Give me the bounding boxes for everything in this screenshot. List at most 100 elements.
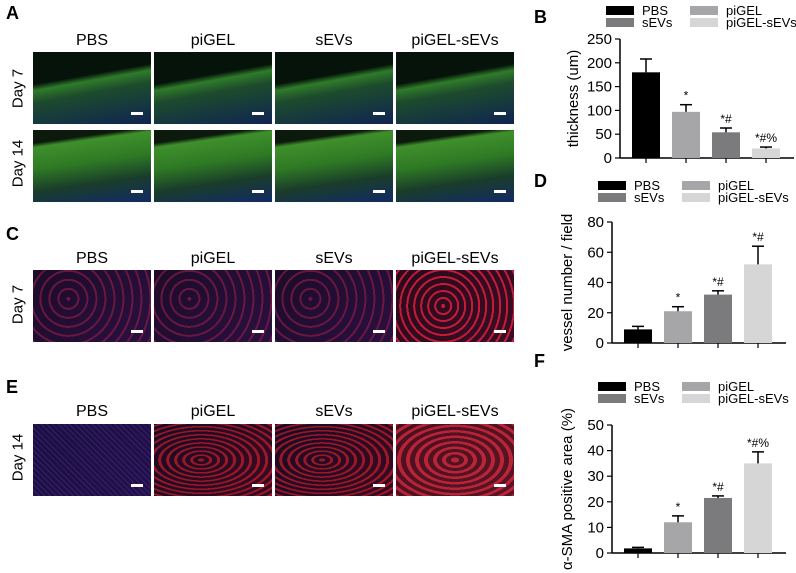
y-tick-label-f: 20: [587, 494, 604, 511]
micrograph-a-pigel-day14: [154, 130, 272, 202]
legend-label-d: piGEL-sEVs: [718, 190, 789, 205]
bar-f-sevs: [704, 497, 732, 553]
legend-swatch-f: [682, 394, 710, 403]
y-tick-label-f: 50: [587, 417, 604, 434]
bar-d-sevs: [704, 294, 732, 343]
scale-bar: [131, 190, 143, 193]
panel-label-d: D: [534, 171, 547, 191]
micrograph-e-pigel: [154, 424, 272, 496]
y-tick-label-b: 100: [587, 102, 612, 119]
micrograph-a-pigel-sevs-day7: [396, 52, 514, 124]
micrograph-c-pigel-sevs: [396, 270, 514, 342]
significance-label-d: *#: [712, 275, 724, 289]
y-tick-label-b: 0: [604, 150, 612, 167]
col-title-pigel-sevs-a: piGEL-sEVs: [411, 32, 499, 49]
significance-label-b: *#: [720, 112, 732, 126]
scale-bar: [131, 112, 143, 115]
micrograph-e-pigel-sevs: [396, 424, 514, 496]
bar-f-pigel: [664, 522, 692, 553]
col-title-pbs-a: PBS: [75, 32, 108, 49]
legend-swatch-b: [690, 6, 718, 15]
legend-label-f: PBS: [634, 379, 660, 394]
legend-label-d: piGEL: [718, 178, 754, 193]
legend-swatch-f: [598, 394, 626, 403]
legend-label-d: PBS: [634, 178, 660, 193]
legend-swatch-d: [598, 181, 626, 190]
micrograph-a-pigel-day7: [154, 52, 272, 124]
micrograph-a-pbs-day7: [33, 52, 151, 124]
bar-d-pigel-sevs: [744, 264, 772, 343]
y-axis-label-d: vessel number / field: [559, 214, 576, 352]
y-tick-label-d: 60: [587, 244, 604, 261]
scale-bar: [494, 330, 506, 333]
scale-bar: [252, 330, 264, 333]
y-tick-label-f: 30: [587, 468, 604, 485]
micrograph-a-sevs-day7: [275, 52, 393, 124]
scale-bar: [252, 484, 264, 487]
panel-label-a: A: [6, 3, 19, 23]
scale-bar: [494, 484, 506, 487]
legend-label-b: piGEL-sEVs: [726, 15, 796, 30]
bar-f-pbs: [624, 548, 652, 553]
bar-d-pigel: [664, 311, 692, 343]
scale-bar: [131, 330, 143, 333]
micrograph-a-pigel-sevs-day14: [396, 130, 514, 202]
bar-f-pigel-sevs: [744, 463, 772, 553]
col-title-sevs-a: sEVs: [315, 32, 353, 49]
scale-bar: [131, 484, 143, 487]
micrograph-c-pbs: [33, 270, 151, 342]
scale-bar: [373, 484, 385, 487]
legend-label-f: sEVs: [634, 391, 665, 406]
y-tick-label-b: 250: [587, 31, 612, 48]
legend-label-d: sEVs: [634, 190, 665, 205]
scale-bar: [373, 112, 385, 115]
scale-bar: [252, 190, 264, 193]
y-tick-label-d: 80: [587, 214, 604, 231]
significance-label-f: *#: [712, 480, 724, 494]
y-axis-label-f: α-SMA positive area (%): [559, 408, 576, 570]
micrograph-e-pbs: [33, 424, 151, 496]
micrograph-c-pigel: [154, 270, 272, 342]
col-title-sevs-e: sEVs: [315, 403, 353, 420]
col-title-pigel-a: piGEL: [190, 32, 236, 49]
y-tick-label-f: 0: [596, 545, 604, 562]
col-title-pigel-c: piGEL: [190, 250, 236, 267]
bar-b-pbs: [632, 72, 660, 158]
legend-swatch-d: [682, 181, 710, 190]
scale-bar: [373, 190, 385, 193]
legend-label-f: piGEL: [718, 379, 754, 394]
micrograph-e-sevs: [275, 424, 393, 496]
panel-label-c: C: [6, 224, 19, 244]
y-tick-label-f: 10: [587, 519, 604, 536]
y-tick-label-b: 200: [587, 55, 612, 72]
col-title-sevs-c: sEVs: [315, 250, 353, 267]
legend-swatch-d: [682, 193, 710, 202]
significance-label-b: *#%: [755, 131, 777, 145]
bar-b-pigel: [672, 111, 700, 158]
legend-label-f: piGEL-sEVs: [718, 391, 789, 406]
scale-bar: [252, 112, 264, 115]
col-title-pigel-sevs-e: piGEL-sEVs: [411, 403, 499, 420]
legend-swatch-d: [598, 193, 626, 202]
micrograph-a-sevs-day14: [275, 130, 393, 202]
panel-label-f: F: [534, 351, 545, 371]
legend-swatch-b: [606, 18, 634, 27]
y-axis-label-b: thickness (um): [565, 50, 582, 148]
bar-d-pbs: [624, 329, 652, 343]
legend-swatch-f: [598, 382, 626, 391]
legend-label-b: PBS: [642, 3, 668, 18]
col-title-pigel-e: piGEL: [190, 403, 236, 420]
significance-label-d: *: [676, 291, 681, 305]
col-title-pigel-sevs-c: piGEL-sEVs: [411, 250, 499, 267]
legend-swatch-b: [606, 6, 634, 15]
legend-label-b: sEVs: [642, 15, 673, 30]
y-tick-label-d: 40: [587, 275, 604, 292]
panel-label-b: B: [534, 7, 547, 27]
micrograph-c-sevs: [275, 270, 393, 342]
micrograph-a-pbs-day14: [33, 130, 151, 202]
col-title-pbs-e: PBS: [75, 403, 108, 420]
bar-b-pigel-sevs: [752, 148, 780, 158]
y-tick-label-b: 150: [587, 79, 612, 96]
scale-bar: [494, 190, 506, 193]
